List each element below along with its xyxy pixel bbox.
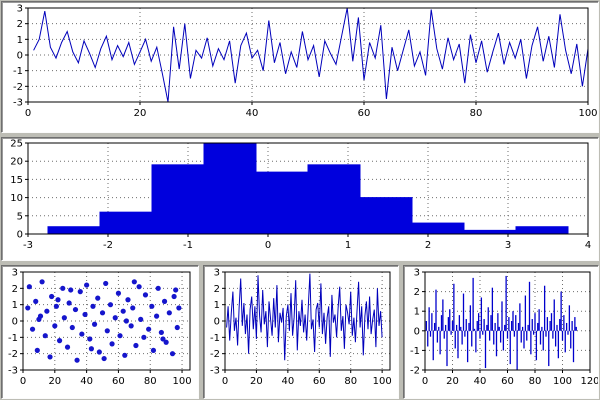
svg-text:0: 0 — [265, 240, 271, 251]
svg-text:1: 1 — [214, 300, 220, 311]
svg-text:20: 20 — [250, 376, 263, 387]
panel-noise-line-chart: 0 20 40 60 80 100 -3 -2 -1 0 1 2 3 — [203, 265, 399, 399]
svg-text:-3: -3 — [13, 98, 23, 109]
svg-text:20: 20 — [446, 376, 459, 387]
panel-line-chart: 0 20 40 60 80 100 -3 -2 -1 0 1 2 3 — [1, 1, 599, 133]
svg-text:3: 3 — [505, 240, 511, 251]
svg-text:1: 1 — [414, 307, 420, 318]
svg-text:2: 2 — [17, 19, 23, 30]
svg-text:60: 60 — [358, 108, 371, 119]
svg-text:40: 40 — [281, 376, 294, 387]
svg-text:5: 5 — [17, 211, 23, 222]
chart-svg: 0 20 40 60 80 100 120 -2 -1 0 1 2 3 — [410, 268, 598, 388]
svg-text:-2: -2 — [8, 349, 18, 360]
svg-text:20: 20 — [10, 157, 23, 168]
svg-text:80: 80 — [344, 376, 357, 387]
svg-text:0: 0 — [17, 51, 23, 62]
svg-text:-1: -1 — [210, 333, 220, 344]
svg-text:0: 0 — [20, 376, 26, 387]
svg-text:3: 3 — [414, 268, 420, 279]
svg-text:3: 3 — [12, 268, 18, 279]
svg-text:-2: -2 — [103, 240, 113, 251]
svg-text:2: 2 — [12, 284, 18, 295]
svg-text:25: 25 — [10, 139, 23, 150]
svg-text:15: 15 — [10, 175, 23, 186]
svg-text:120: 120 — [580, 376, 598, 387]
svg-text:100: 100 — [578, 108, 597, 119]
svg-text:3: 3 — [214, 268, 220, 279]
svg-text:0: 0 — [17, 230, 23, 241]
svg-text:-1: -1 — [410, 346, 420, 357]
chart-svg: 0 20 40 60 80 100 -3 -2 -1 0 1 2 3 — [8, 268, 192, 388]
svg-text:1: 1 — [12, 300, 18, 311]
panel-scatter-chart: 0 20 40 60 80 100 -3 -2 -1 0 1 2 3 — [1, 265, 199, 399]
svg-text:-2: -2 — [210, 349, 220, 360]
svg-text:-1: -1 — [8, 333, 18, 344]
svg-text:40: 40 — [80, 376, 93, 387]
svg-text:-3: -3 — [23, 240, 33, 251]
chart-svg: 0 20 40 60 80 100 -3 -2 -1 0 1 2 3 — [210, 268, 392, 388]
svg-text:40: 40 — [474, 376, 487, 387]
svg-text:4: 4 — [585, 240, 591, 251]
svg-text:40: 40 — [246, 108, 259, 119]
svg-text:1: 1 — [345, 240, 351, 251]
svg-text:80: 80 — [470, 108, 483, 119]
svg-text:60: 60 — [112, 376, 125, 387]
svg-text:100: 100 — [173, 376, 192, 387]
svg-text:-3: -3 — [210, 366, 220, 377]
svg-text:1: 1 — [17, 35, 23, 46]
svg-text:80: 80 — [529, 376, 542, 387]
svg-text:100: 100 — [553, 376, 572, 387]
svg-text:0: 0 — [222, 376, 228, 387]
svg-text:60: 60 — [313, 376, 326, 387]
svg-text:0: 0 — [422, 376, 428, 387]
svg-text:3: 3 — [17, 4, 23, 15]
svg-text:2: 2 — [414, 287, 420, 298]
svg-text:-1: -1 — [13, 66, 23, 77]
svg-text:0: 0 — [12, 317, 18, 328]
chart-svg: 0 20 40 60 80 100 -3 -2 -1 0 1 2 3 — [13, 4, 598, 120]
svg-text:0: 0 — [214, 317, 220, 328]
svg-text:-3: -3 — [8, 366, 18, 377]
panel-histogram: -3 -2 -1 0 1 2 3 4 0 5 10 15 20 25 — [1, 137, 599, 261]
svg-text:80: 80 — [144, 376, 157, 387]
panel-stem-chart: 0 20 40 60 80 100 120 -2 -1 0 1 2 3 — [403, 265, 599, 399]
svg-text:-2: -2 — [410, 366, 420, 377]
svg-text:20: 20 — [134, 108, 147, 119]
svg-text:2: 2 — [214, 284, 220, 295]
svg-text:0: 0 — [414, 326, 420, 337]
svg-text:100: 100 — [373, 376, 392, 387]
svg-text:10: 10 — [10, 193, 23, 204]
svg-text:60: 60 — [501, 376, 514, 387]
svg-text:20: 20 — [48, 376, 61, 387]
svg-text:-1: -1 — [183, 240, 193, 251]
chart-svg: -3 -2 -1 0 1 2 3 4 0 5 10 15 20 25 — [10, 139, 591, 252]
svg-text:0: 0 — [25, 108, 31, 119]
svg-text:2: 2 — [425, 240, 431, 251]
svg-text:-2: -2 — [13, 82, 23, 93]
